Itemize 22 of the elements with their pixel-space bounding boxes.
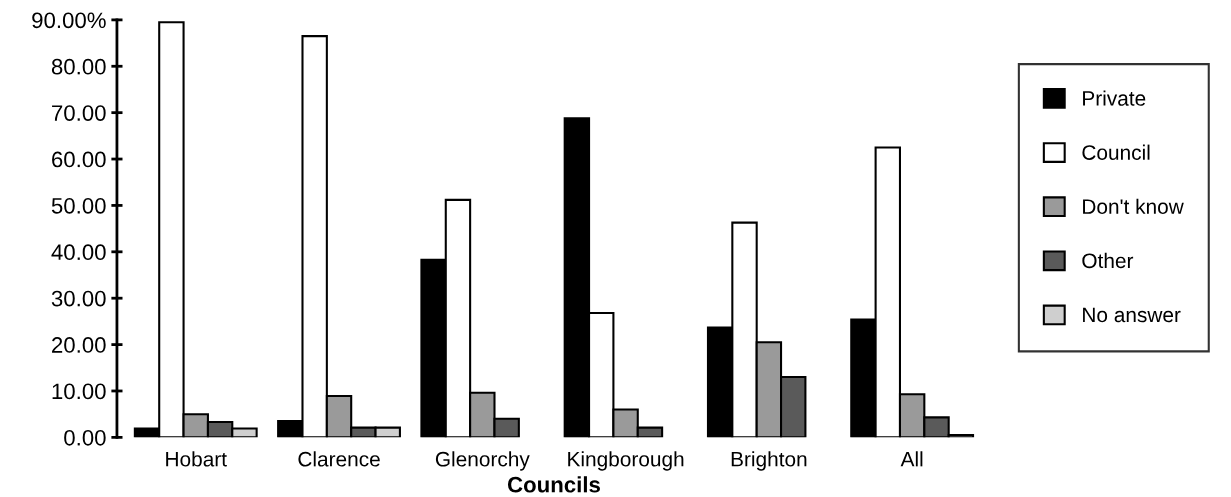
- y-tick-label: 80.00: [51, 58, 106, 75]
- y-tick-label: 0.00: [64, 429, 106, 446]
- y-tick-label: 60.00: [52, 151, 106, 168]
- legend-label: No answer: [1083, 307, 1181, 323]
- y-tick-label: 20.00: [52, 337, 106, 353]
- y-tick-label: 70.00: [52, 105, 106, 121]
- y-tick-label: 30.00: [51, 290, 106, 307]
- x-axis-title: Councils: [507, 476, 600, 493]
- legend-label: Council: [1082, 144, 1150, 160]
- y-tick-label: 40.00: [51, 244, 106, 261]
- x-tick-label: Clarence: [298, 451, 380, 467]
- x-tick-label: Brighton: [731, 451, 807, 471]
- legend-label: Other: [1082, 252, 1134, 269]
- legend-label: Private: [1083, 90, 1146, 106]
- x-tick-label: Kingborough: [568, 451, 684, 471]
- legend-label: Don't know: [1083, 198, 1184, 215]
- y-tick-label: 10.00: [52, 383, 106, 400]
- x-tick-label: Hobart: [166, 451, 227, 467]
- y-tick-label: 50.00: [51, 197, 106, 214]
- x-tick-label: All: [900, 451, 923, 467]
- x-tick-label: Glenorchy: [435, 451, 530, 471]
- y-tick-label: 90.00%: [32, 12, 106, 29]
